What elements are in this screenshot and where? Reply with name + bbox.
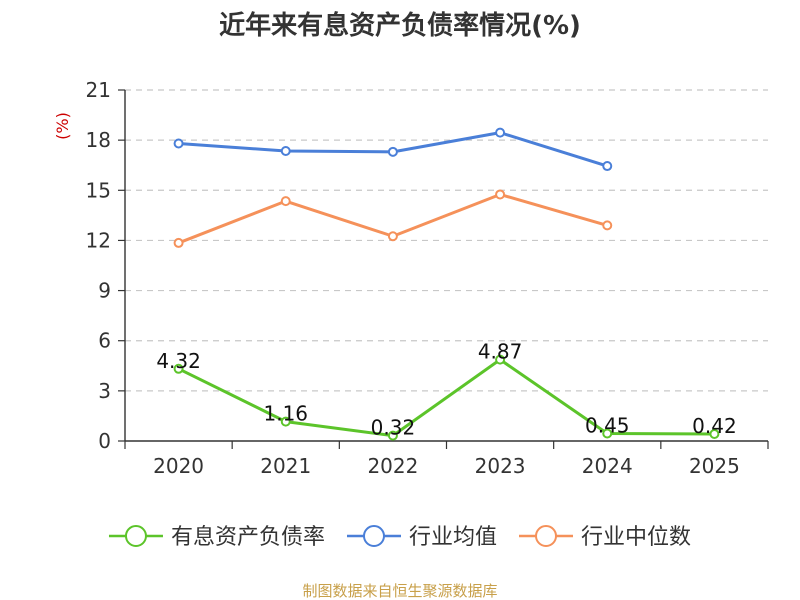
series-line-0 (177, 358, 715, 438)
data-label: 1.16 (263, 402, 308, 426)
source-note: 制图数据来自恒生聚源数据库 (302, 582, 497, 600)
y-tick-label: 3 (98, 379, 111, 403)
data-point (602, 220, 613, 231)
data-point (280, 146, 291, 157)
data-point (387, 430, 398, 441)
y-tick-label: 12 (86, 228, 111, 252)
legend-label: 有息资产负债率 (171, 525, 325, 550)
data-point (495, 189, 506, 200)
data-label: 0.42 (692, 414, 737, 438)
data-point (173, 138, 184, 149)
y-tick-label: 15 (86, 178, 111, 202)
data-labels: 4.32 1.16 0.32 4.87 0.45 0.42 (156, 340, 736, 440)
data-point (280, 416, 291, 427)
data-point (387, 231, 398, 242)
data-point (709, 428, 720, 439)
x-tick-label: 2023 (475, 454, 526, 478)
legend-marker (124, 525, 147, 547)
y-axis-unit-label: (%) (53, 112, 72, 140)
legend-marker (362, 525, 385, 547)
data-label: 4.32 (156, 349, 201, 373)
data-point (173, 363, 184, 374)
x-tick-label: 2022 (367, 454, 418, 478)
legend-item-1[interactable]: 行业均值 (346, 525, 497, 550)
legend-item-0[interactable]: 有息资产负债率 (108, 525, 325, 550)
y-tick-label: 9 (98, 279, 111, 303)
legend: 有息资产负债率 行业均值 行业中位数 (108, 525, 691, 550)
data-point (495, 127, 506, 138)
x-tick-label: 2021 (260, 454, 311, 478)
grid-lines (125, 89, 768, 392)
x-tick-label: 2025 (689, 454, 740, 478)
data-point (602, 428, 613, 439)
legend-label: 行业中位数 (581, 525, 691, 550)
y-tick-label: 0 (98, 429, 111, 453)
x-tick-label: 2024 (582, 454, 633, 478)
y-tick-label: 6 (98, 329, 111, 353)
data-label: 4.87 (478, 340, 523, 364)
data-point (602, 161, 613, 172)
data-label: 0.32 (371, 416, 416, 440)
y-tick-label: 21 (86, 78, 111, 102)
legend-marker (535, 525, 558, 547)
y-tick-label: 18 (86, 128, 111, 152)
x-tick-label: 2020 (153, 454, 204, 478)
data-point (495, 354, 506, 365)
axes: 0 3 6 9 12 15 18 21 2020 2021 2022 2023 2024 2025 (86, 78, 769, 478)
series-lines (173, 127, 720, 441)
data-point (173, 237, 184, 248)
legend-item-2[interactable]: 行业中位数 (519, 525, 691, 550)
legend-label: 行业均值 (409, 525, 497, 550)
data-point (387, 146, 398, 157)
chart-title: 近年来有息资产负债率情况(%) (219, 10, 581, 41)
data-label: 0.45 (585, 413, 630, 437)
data-point (280, 196, 291, 207)
